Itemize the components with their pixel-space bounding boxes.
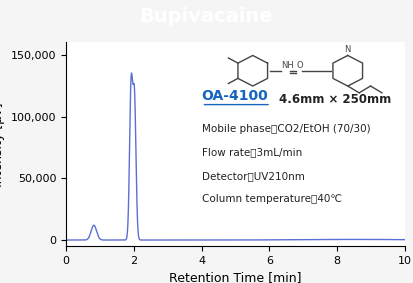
Text: 4.6mm × 250mm: 4.6mm × 250mm xyxy=(280,93,392,106)
Y-axis label: Intensity [μV]: Intensity [μV] xyxy=(0,102,5,186)
Text: Detector：UV210nm: Detector：UV210nm xyxy=(202,171,304,181)
Text: O: O xyxy=(297,61,303,70)
Text: Mobile phase：CO2/EtOH (70/30): Mobile phase：CO2/EtOH (70/30) xyxy=(202,124,370,134)
Text: N: N xyxy=(344,45,351,54)
Text: Flow rate：3mL/min: Flow rate：3mL/min xyxy=(202,147,302,157)
Text: Bupivacaine: Bupivacaine xyxy=(140,7,273,27)
Text: Column temperature：40℃: Column temperature：40℃ xyxy=(202,194,342,204)
X-axis label: Retention Time [min]: Retention Time [min] xyxy=(169,271,301,283)
Text: NH: NH xyxy=(281,61,294,70)
Text: OA-4100: OA-4100 xyxy=(202,89,268,102)
